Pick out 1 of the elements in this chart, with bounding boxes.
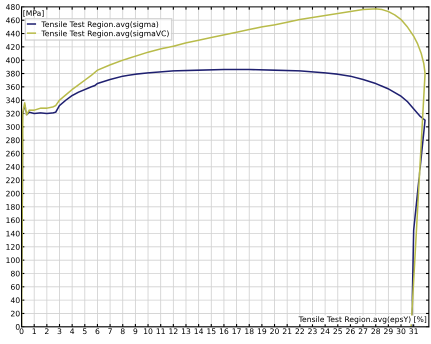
line-series — [22, 8, 426, 327]
